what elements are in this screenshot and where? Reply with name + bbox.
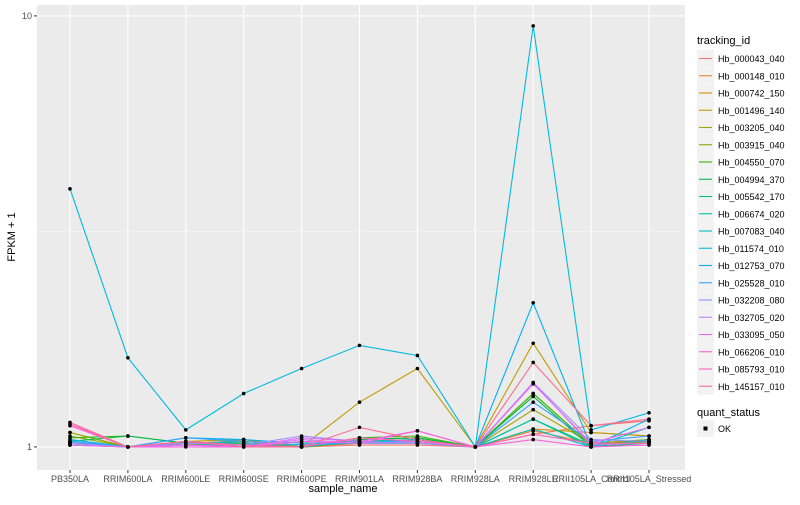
data-point	[241, 445, 246, 449]
data-point	[647, 417, 651, 421]
data-point	[126, 434, 130, 438]
data-point	[126, 355, 130, 360]
x-tick-label: RRIM600PE	[277, 474, 327, 484]
y-tick-label: 1	[27, 442, 32, 452]
data-point	[299, 435, 304, 440]
legend-label: Hb_011574_010	[718, 244, 784, 254]
data-point	[241, 391, 246, 396]
data-point	[357, 425, 362, 430]
x-tick-label: RRIM901LA	[335, 474, 384, 484]
data-point	[415, 366, 420, 371]
data-points	[68, 24, 651, 449]
data-point	[647, 425, 651, 430]
data-point	[299, 439, 304, 444]
data-point	[589, 437, 593, 442]
legend-label: Hb_033095_050	[718, 330, 785, 340]
data-point	[357, 400, 362, 404]
legend-label: Hb_000742_150	[718, 89, 785, 99]
legend-label: Hb_032208_080	[718, 296, 785, 306]
data-point	[184, 445, 188, 449]
x-tick-label: PB350LA	[51, 474, 89, 484]
data-point	[357, 441, 362, 446]
legend-label: Hb_012753_070	[718, 261, 785, 271]
data-point	[647, 410, 651, 415]
legend-label: Hb_085793_010	[718, 365, 785, 375]
data-point	[589, 430, 593, 435]
data-point	[184, 428, 188, 432]
data-point	[299, 445, 304, 449]
legend-label: Hb_000148_010	[718, 71, 785, 81]
legend-label: Hb_003915_040	[718, 140, 785, 150]
legend-label: Hb_025528_010	[718, 278, 785, 288]
data-point	[589, 428, 593, 432]
data-point	[531, 417, 535, 421]
legend-label: Hb_066206_010	[718, 347, 785, 357]
legend-label: Hb_003205_040	[718, 123, 785, 133]
x-axis-label: sample_name	[308, 483, 377, 495]
data-point	[126, 445, 130, 449]
data-point	[531, 437, 535, 442]
x-tick-label: RRII105LA_Stressed	[607, 474, 692, 484]
data-point	[415, 437, 420, 442]
legend: tracking_id Hb_000043_040 Hb_000148_010 Hb…	[697, 35, 785, 437]
legend-label: Hb_000043_040	[718, 54, 785, 64]
legend-label: Hb_032705_020	[718, 313, 785, 323]
y-tick-label: 10	[22, 11, 32, 21]
x-tick-label: RRIM600LE	[161, 474, 210, 484]
legend-label: Hb_001496_140	[718, 106, 785, 116]
data-point	[473, 445, 478, 449]
legend-label: Hb_004994_370	[718, 175, 785, 185]
shape-legend-title: quant_status	[697, 407, 760, 419]
x-tick-label: RRIM928LE	[509, 474, 558, 484]
shape-legend-label: OK	[718, 424, 731, 434]
data-point	[68, 443, 72, 447]
legend-label: Hb_007083_040	[718, 227, 785, 237]
data-point	[531, 360, 535, 365]
gridlines	[37, 5, 685, 470]
data-point	[531, 394, 535, 399]
data-point	[531, 341, 535, 346]
data-point	[299, 366, 304, 371]
data-point	[531, 24, 535, 28]
data-point	[589, 423, 593, 428]
data-point	[531, 432, 535, 437]
x-tick-label: RRIM600SE	[219, 474, 269, 484]
plot-panel	[37, 5, 685, 470]
data-point	[531, 300, 535, 305]
data-point	[531, 400, 535, 404]
data-point	[415, 353, 420, 358]
data-point	[647, 441, 651, 446]
data-point	[589, 445, 593, 449]
data-point	[531, 391, 535, 396]
data-point	[184, 435, 188, 440]
legend-label: Hb_006674_020	[718, 209, 785, 219]
data-point	[357, 435, 362, 440]
x-tick-label: RRIM600LA	[103, 474, 152, 484]
data-point	[357, 343, 362, 348]
data-point	[68, 430, 72, 435]
legend-label: Hb_004550_070	[718, 158, 785, 168]
legend-label: Hb_005542_170	[718, 192, 785, 202]
data-point	[415, 428, 420, 433]
data-point	[531, 427, 535, 431]
data-point	[241, 439, 246, 444]
data-point	[647, 434, 651, 438]
data-point	[184, 439, 188, 444]
legend-label: Hb_145157_010	[718, 382, 785, 392]
x-tick-label: RRIM928LA	[451, 474, 500, 484]
data-point	[589, 441, 593, 446]
data-point	[531, 382, 535, 386]
data-point	[68, 420, 72, 425]
legend-title: tracking_id	[697, 35, 750, 47]
x-tick-label: RRIM928BA	[392, 474, 442, 484]
x-tick-label: RRII105LA_Control	[552, 474, 630, 484]
data-point	[68, 187, 72, 191]
y-axis-label: FPKM + 1	[6, 212, 18, 261]
ok-point-icon	[703, 426, 708, 431]
data-point	[531, 407, 535, 412]
axes: 1 10 PB350LA RRIM600LA RRIM600LE RRIM600SE RRI…	[22, 11, 691, 484]
